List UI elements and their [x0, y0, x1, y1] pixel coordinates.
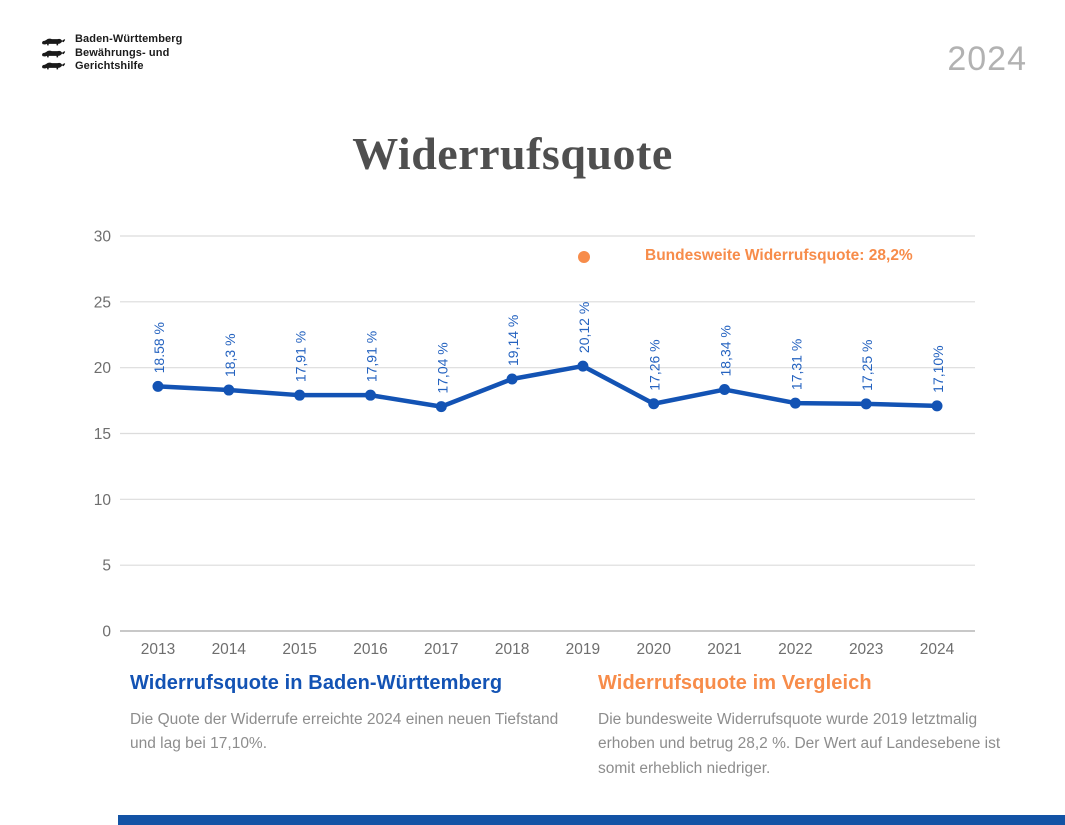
data-point-label: 17,25 % — [859, 340, 875, 391]
lion-icon — [42, 38, 66, 46]
line-chart: 0 5 10 15 20 25 30 2013 2014 2015 2016 2017 2018 2019… — [85, 225, 975, 670]
data-point-label: 17,91 % — [293, 331, 309, 382]
x-tick-label: 2019 — [566, 641, 600, 658]
data-point — [789, 397, 801, 409]
logo: Baden-Württemberg Bewährungs- und Gerich… — [40, 33, 182, 74]
x-tick-label: 2013 — [141, 641, 175, 658]
legend-dot-icon — [578, 251, 590, 263]
x-tick-label: 2024 — [920, 641, 955, 658]
y-tick-label: 0 — [102, 624, 111, 641]
data-point — [719, 384, 731, 396]
year-badge: 2024 — [947, 40, 1027, 78]
logo-line-3: Gerichtshilfe — [75, 60, 144, 72]
x-tick-label: 2016 — [353, 641, 387, 658]
note-right-heading: Widerrufsquote im Vergleich — [598, 672, 872, 694]
x-tick-label: 2020 — [636, 641, 671, 658]
note-vergleich: Widerrufsquote im Vergleich Die bundeswe… — [598, 672, 1010, 781]
y-tick-label: 10 — [94, 492, 112, 509]
note-baden-wuerttemberg: Widerrufsquote in Baden-Württemberg Die … — [130, 672, 560, 757]
lions-crest-icon — [40, 36, 66, 71]
data-point — [435, 401, 447, 413]
data-point — [648, 398, 660, 410]
x-tick-label: 2018 — [495, 641, 529, 658]
legend-label: Bundesweite Widerrufsquote: 28,2% — [645, 247, 913, 264]
data-point-label: 19,14 % — [505, 315, 521, 366]
y-tick-label: 5 — [102, 558, 111, 575]
chart-legend: Bundesweite Widerrufsquote: 28,2% — [575, 244, 955, 272]
x-tick-label: 2017 — [424, 641, 458, 658]
data-point — [223, 384, 235, 396]
x-tick-label: 2021 — [707, 641, 741, 658]
note-left-body: Die Quote der Widerrufe erreichte 2024 e… — [130, 711, 559, 753]
logo-line-2: Bewährungs- und — [75, 46, 170, 59]
data-point-label: 18.58 % — [151, 322, 167, 373]
note-left-heading: Widerrufsquote in Baden-Württemberg — [130, 672, 503, 694]
data-point — [860, 398, 872, 410]
data-point-label: 18,34 % — [718, 325, 734, 376]
data-point-label: 18,3 % — [222, 333, 238, 377]
data-point-label: 17,31 % — [788, 339, 804, 390]
y-tick-label: 25 — [94, 294, 111, 311]
logo-text: Baden-Württemberg Bewährungs- und Gerich… — [75, 33, 182, 74]
data-point-label: 20,12 % — [576, 302, 592, 353]
y-tick-label: 15 — [94, 426, 111, 443]
data-point — [152, 380, 164, 392]
x-tick-label: 2015 — [282, 641, 316, 658]
y-tick-label: 20 — [94, 360, 112, 377]
data-point — [294, 389, 306, 401]
x-tick-label: 2022 — [778, 641, 812, 658]
chart-canvas: 0 5 10 15 20 25 30 2013 2014 2015 2016 2017 2018 2019… — [94, 229, 975, 658]
data-point-label: 17,10% — [930, 345, 946, 392]
data-point — [931, 400, 943, 412]
lion-icon — [42, 62, 66, 70]
data-point — [506, 373, 518, 385]
data-line — [155, 363, 940, 409]
data-point — [364, 389, 376, 401]
data-point-label: 17,91 % — [363, 331, 379, 382]
data-point-label: 17,26 % — [647, 339, 663, 390]
page-title: Widerrufsquote — [352, 127, 673, 179]
data-point-label: 17,04 % — [434, 342, 450, 393]
logo-line-1: Baden-Württemberg — [75, 33, 183, 45]
y-tick-label: 30 — [94, 229, 112, 246]
note-right-body: Die bundesweite Widerrufsquote wurde 201… — [598, 711, 1001, 777]
data-point — [577, 360, 589, 372]
footer-accent-bar — [118, 815, 1065, 825]
x-tick-label: 2023 — [849, 641, 883, 658]
lion-icon — [42, 50, 66, 58]
x-tick-label: 2014 — [212, 641, 247, 658]
